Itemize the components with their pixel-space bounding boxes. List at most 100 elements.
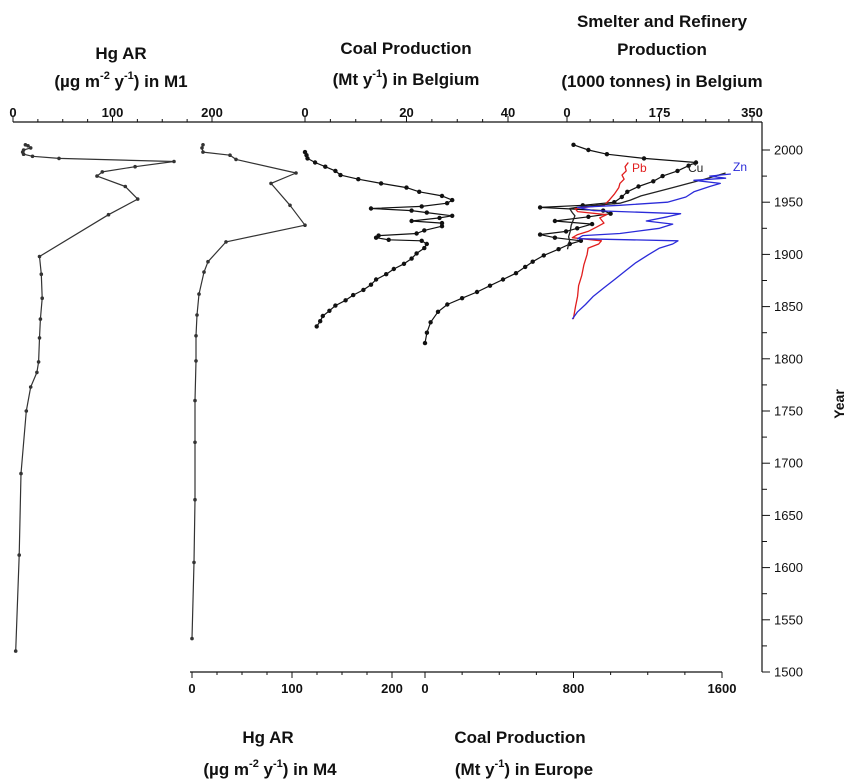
point-coal_belgium bbox=[417, 189, 422, 194]
point-hg_m4 bbox=[224, 240, 228, 244]
year-tick-label-1900: 1900 bbox=[774, 247, 803, 262]
axis-ticks: 0 100 200 0 100 200 0 20 40 0 800 1600 0 175 350 bbox=[9, 105, 762, 696]
point-hg_m1 bbox=[37, 336, 42, 340]
series-label-zn: Zn bbox=[733, 160, 747, 174]
point-hg_m1 bbox=[24, 409, 29, 413]
tick-label-smelter-1: 175 bbox=[649, 105, 671, 120]
point-hg_m4 bbox=[194, 334, 198, 338]
year-tick-label-1750: 1750 bbox=[774, 404, 803, 419]
title-hg-m4-line1: Hg AR bbox=[242, 728, 293, 747]
series-line-hg_m1 bbox=[15, 144, 175, 652]
title-coal-belgium-line2: (Mt y-1) in Belgium bbox=[333, 68, 480, 89]
point-hg_m1 bbox=[38, 317, 43, 321]
point-hg_m4 bbox=[195, 313, 199, 317]
point-hg_m4 bbox=[228, 153, 232, 157]
point-hg_m4 bbox=[202, 270, 206, 274]
point-coal_belgium bbox=[384, 272, 389, 277]
point-hg_m1 bbox=[57, 156, 61, 161]
point-coal_belgium bbox=[424, 241, 429, 247]
point-coal_belgium bbox=[437, 215, 442, 221]
point-coal_belgium bbox=[333, 168, 338, 174]
point-hg_m4 bbox=[303, 223, 307, 227]
tick-label-smelter-2: 350 bbox=[741, 105, 763, 120]
year-tick-label-1850: 1850 bbox=[774, 299, 803, 314]
point-hg_m1 bbox=[39, 272, 44, 277]
series-line-smelter-pb bbox=[571, 162, 629, 320]
point-coal_belgium bbox=[439, 193, 445, 199]
series-line-coal_belgium bbox=[304, 151, 453, 327]
title-smelter-line2: (1000 tonnes) in Belgium bbox=[561, 72, 762, 91]
point-coal_europe bbox=[586, 214, 591, 219]
point-coal_belgium bbox=[378, 181, 384, 186]
point-coal_europe bbox=[435, 309, 441, 314]
year-tick-label-1500: 1500 bbox=[774, 665, 803, 680]
series-line-hg_m4 bbox=[191, 144, 306, 639]
point-coal_europe bbox=[428, 320, 433, 325]
point-hg_m4 bbox=[194, 359, 198, 363]
point-coal_belgium bbox=[376, 233, 381, 238]
point-coal_europe bbox=[636, 184, 641, 189]
point-hg_m1 bbox=[13, 649, 18, 653]
point-coal_belgium bbox=[368, 206, 374, 211]
point-hg_m4 bbox=[206, 259, 210, 264]
point-hg_m4 bbox=[201, 150, 205, 154]
point-hg_m1 bbox=[19, 471, 23, 476]
point-coal_belgium bbox=[351, 292, 356, 298]
point-coal_europe bbox=[556, 247, 561, 252]
title-smelter-line1: Production bbox=[617, 40, 707, 59]
point-coal_belgium bbox=[368, 282, 374, 287]
tick-label-hg_m1-2: 200 bbox=[201, 105, 223, 120]
point-coal_europe bbox=[578, 238, 584, 243]
point-coal_europe bbox=[552, 218, 558, 224]
series-line-smelter-zn bbox=[571, 173, 731, 320]
point-hg_m4 bbox=[294, 171, 298, 175]
year-axis-label: Year bbox=[831, 389, 847, 419]
point-hg_m4 bbox=[269, 181, 273, 186]
point-hg_m1 bbox=[36, 360, 41, 364]
point-coal_belgium bbox=[444, 201, 450, 206]
year-axis: 2000 1950 1900 1850 1800 1750 1700 1650 1600 1550… bbox=[762, 143, 803, 680]
title-hg-m1: Hg AR (µg m-2 y-1) in M1 bbox=[54, 44, 187, 91]
point-coal_europe bbox=[459, 296, 465, 301]
point-hg_m1 bbox=[100, 170, 105, 174]
point-coal_europe bbox=[604, 152, 610, 157]
point-hg_m4 bbox=[201, 143, 205, 147]
tick-label-coal_europe-0: 0 bbox=[421, 681, 428, 696]
point-coal_belgium bbox=[343, 298, 348, 303]
point-coal_belgium bbox=[391, 266, 396, 272]
point-hg_m4 bbox=[193, 398, 197, 403]
point-coal_belgium bbox=[386, 237, 391, 242]
point-hg_m1 bbox=[37, 254, 42, 259]
point-coal_europe bbox=[537, 232, 543, 237]
point-coal_belgium bbox=[422, 245, 427, 251]
title-hg-m1-line2: (µg m-2 y-1) in M1 bbox=[54, 70, 187, 91]
point-coal_europe bbox=[530, 259, 535, 264]
point-coal_europe bbox=[500, 277, 506, 282]
point-coal_europe bbox=[422, 340, 428, 346]
year-tick-label-1650: 1650 bbox=[774, 508, 803, 523]
year-tick-label-1700: 1700 bbox=[774, 456, 803, 471]
point-hg_m4 bbox=[192, 560, 196, 565]
point-coal_belgium bbox=[361, 287, 366, 293]
point-hg_m1 bbox=[135, 197, 140, 201]
point-coal_europe bbox=[487, 283, 493, 288]
point-coal_europe bbox=[686, 163, 691, 168]
tick-label-smelter-0: 0 bbox=[563, 105, 570, 120]
point-coal_europe bbox=[571, 142, 576, 147]
point-coal_belgium bbox=[323, 164, 328, 169]
title-coal-belgium: Coal Production (Mt y-1) in Belgium bbox=[333, 39, 480, 89]
point-hg_m1 bbox=[28, 385, 33, 389]
point-hg_m4 bbox=[200, 146, 204, 150]
point-coal_europe bbox=[474, 289, 480, 295]
point-hg_m4 bbox=[190, 636, 194, 641]
point-coal_belgium bbox=[424, 210, 429, 215]
series-label-cu: Cu bbox=[688, 161, 703, 175]
title-coal-belgium-line1: Coal Production bbox=[340, 39, 471, 58]
point-coal_belgium bbox=[439, 220, 445, 226]
point-hg_m1 bbox=[30, 154, 35, 159]
point-coal_belgium bbox=[312, 160, 318, 165]
tick-label-coal_belgium-0: 0 bbox=[301, 105, 308, 120]
point-coal_europe bbox=[586, 147, 591, 153]
title-hg-m4-line2: (µg m-2 y-1) in M4 bbox=[203, 758, 337, 779]
